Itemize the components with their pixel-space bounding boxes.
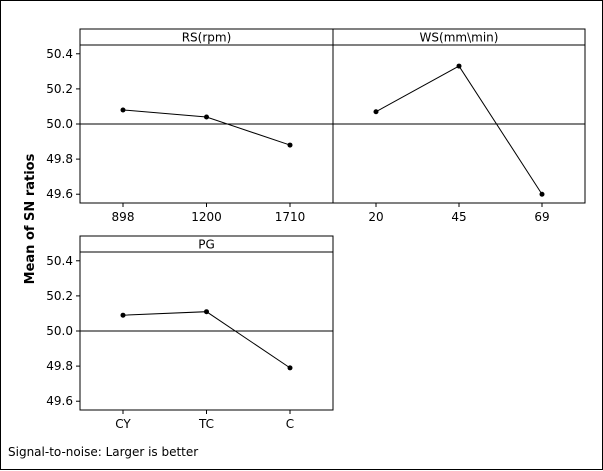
data-point — [456, 63, 462, 69]
panel-title: PG — [198, 238, 215, 252]
data-point — [120, 312, 126, 318]
x-tick-label: 45 — [451, 210, 466, 224]
y-tick-label: 49.6 — [46, 187, 73, 201]
x-tick-label: TC — [198, 417, 214, 431]
data-point — [539, 191, 545, 197]
y-tick-label: 50.0 — [46, 324, 73, 338]
x-tick-label: 20 — [368, 210, 383, 224]
y-tick-label: 50.4 — [46, 254, 73, 268]
y-tick-label: 50.4 — [46, 47, 73, 61]
x-tick-label: 69 — [534, 210, 549, 224]
footnote: Signal-to-noise: Larger is better — [8, 445, 199, 459]
data-point — [287, 142, 293, 148]
y-tick-label: 50.2 — [46, 82, 73, 96]
y-tick-label: 49.6 — [46, 394, 73, 408]
panel-title: WS(mm\min) — [420, 31, 499, 45]
y-axis-label: Mean of SN ratios — [23, 153, 38, 284]
x-tick-label: 1710 — [275, 210, 306, 224]
data-point — [204, 114, 209, 120]
x-tick-label: 898 — [112, 210, 135, 224]
x-tick-label: CY — [115, 417, 131, 431]
y-tick-label: 49.8 — [46, 359, 73, 373]
panel-frame — [332, 28, 586, 204]
series-line — [122, 311, 291, 369]
data-point — [373, 109, 379, 115]
data-point — [120, 107, 126, 113]
panel-title: RS(rpm) — [182, 31, 232, 45]
panel-frame — [79, 235, 334, 411]
data-point — [204, 309, 209, 315]
x-tick-label: 1200 — [191, 210, 222, 224]
y-tick-label: 49.8 — [46, 152, 73, 166]
y-tick-label: 50.2 — [46, 289, 73, 303]
x-tick-label: C — [286, 417, 294, 431]
y-tick-label: 50.0 — [46, 117, 73, 131]
data-point — [287, 365, 293, 371]
series-line — [375, 65, 543, 195]
